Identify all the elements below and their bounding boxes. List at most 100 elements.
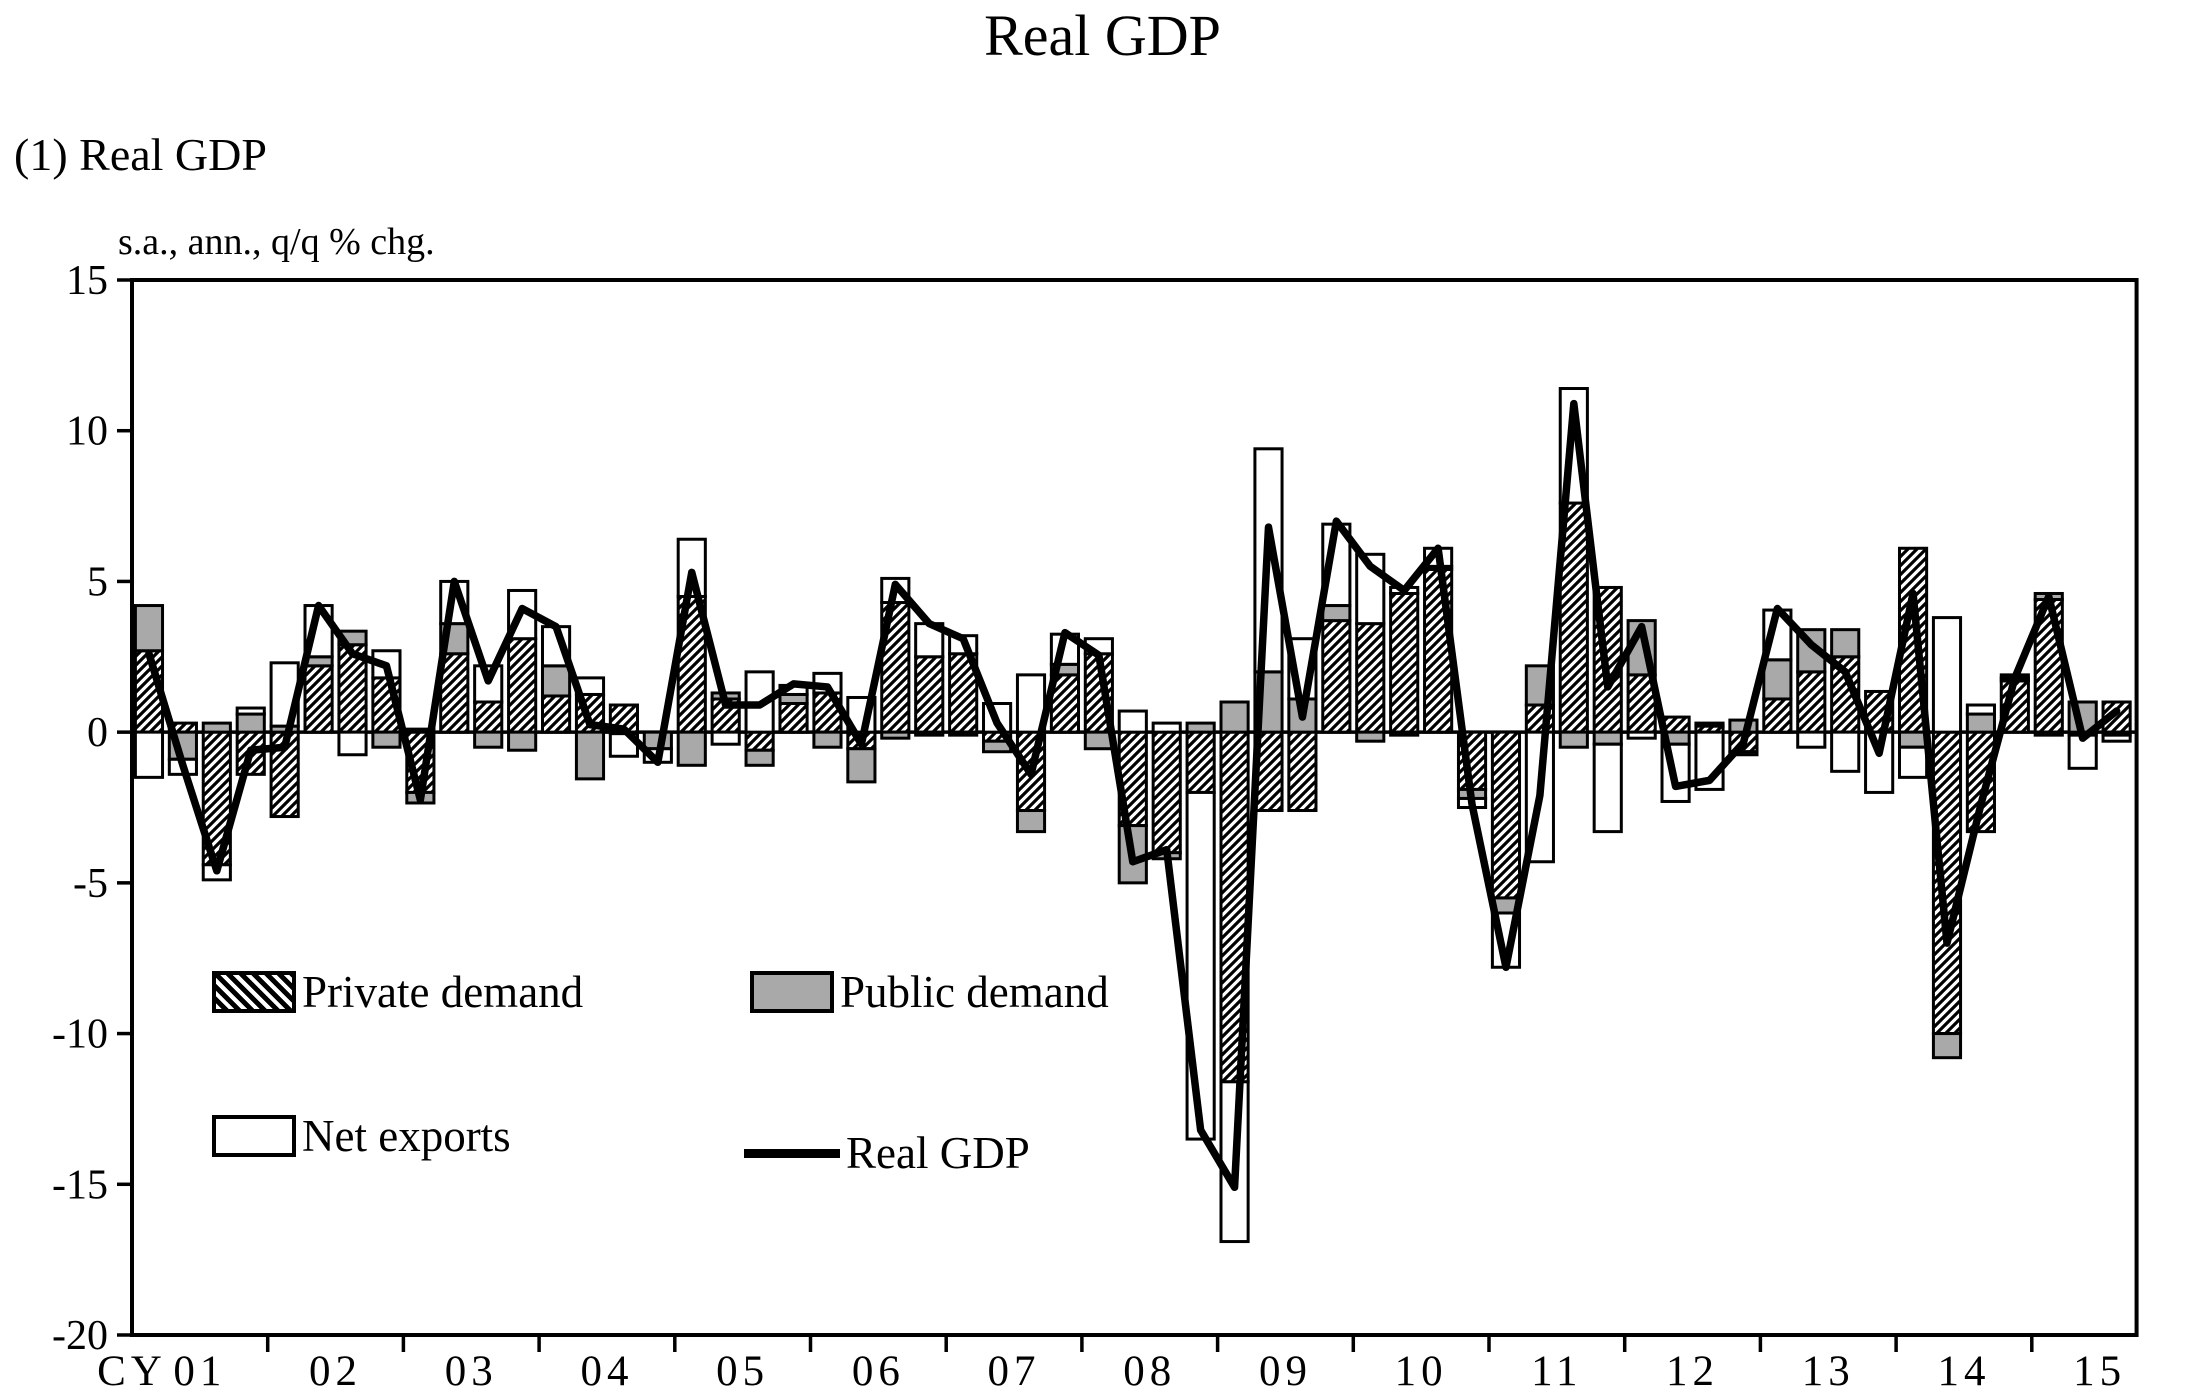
bar-hatched-2010Q2 — [1389, 591, 1420, 734]
public-demand-swatch-icon — [750, 971, 834, 1013]
bar-hatched-2009Q4 — [1321, 619, 1352, 734]
bar-gray-2006Q3 — [880, 730, 911, 740]
x-year-label: 07 — [988, 1348, 1041, 1393]
bar-gray-2001Q1 — [133, 604, 165, 653]
x-year-label: 01 — [173, 1348, 226, 1393]
bar-gray-2003Q4 — [507, 730, 538, 752]
bar-gray-2014Q3 — [1965, 712, 1996, 734]
bar-white-2002Q3 — [337, 730, 368, 757]
y-tick-label: -15 — [52, 1162, 108, 1208]
bar-white-2013Q3 — [1830, 730, 1861, 773]
x-year-label: 09 — [1259, 1348, 1312, 1393]
x-year-label: 08 — [1123, 1348, 1176, 1393]
bar-white-2012Q1 — [1626, 730, 1657, 740]
bar-white-2010Q1 — [1355, 552, 1386, 626]
bar-gray-2007Q3 — [1015, 809, 1047, 834]
y-tick-label: 5 — [87, 559, 108, 605]
bar-gray-2012Q3 — [1694, 721, 1725, 728]
x-year-label: 14 — [1937, 1348, 1990, 1393]
bar-gray-2006Q4 — [914, 730, 945, 737]
bar-gray-2013Q1 — [1762, 658, 1793, 701]
bar-hatched-2010Q3 — [1423, 567, 1454, 734]
x-axis-cy-label: CY — [97, 1348, 167, 1393]
bar-gray-2011Q4 — [1592, 730, 1623, 746]
bar-white-2014Q1 — [1897, 745, 1929, 779]
x-year-label: 02 — [309, 1348, 362, 1393]
x-year-label: 06 — [852, 1348, 905, 1393]
y-tick-label: -5 — [73, 861, 108, 907]
bar-white-2013Q2 — [1796, 730, 1827, 749]
x-year-label: 04 — [580, 1348, 633, 1393]
bar-white-2001Q1 — [133, 730, 165, 779]
real-gdp-line-swatch-icon — [744, 1148, 840, 1158]
bar-white-2008Q4 — [1185, 790, 1216, 1141]
bar-gray-2004Q2 — [574, 730, 606, 781]
y-axis-unit-label: s.a., ann., q/q % chg. — [118, 221, 435, 263]
bar-gray-2006Q2 — [846, 747, 877, 784]
bar-hatched-2004Q1 — [540, 694, 572, 734]
chart-title: Real GDP — [984, 3, 1221, 68]
bar-hatched-2008Q4 — [1185, 730, 1216, 794]
y-tick-label: 15 — [66, 258, 108, 304]
bar-hatched-2005Q3 — [744, 730, 775, 752]
bar-gray-2002Q4 — [371, 730, 402, 749]
x-year-label: 05 — [716, 1348, 769, 1393]
bar-hatched-2009Q3 — [1287, 730, 1318, 813]
legend-item-private-demand: Private demand — [212, 966, 583, 1018]
legend-item-net-exports: Net exports — [212, 1110, 511, 1162]
legend-item-real-gdp-line: Real GDP — [744, 1127, 1030, 1179]
bar-gray-2007Q1 — [948, 730, 979, 737]
bar-white-2015Q1 — [2033, 730, 2064, 737]
x-year-label: 12 — [1666, 1348, 1719, 1393]
bar-gray-2001Q3 — [201, 721, 232, 734]
bar-gray-2010Q2 — [1389, 730, 1420, 737]
bar-white-2011Q4 — [1592, 742, 1623, 834]
chart-subtitle: (1) Real GDP — [14, 129, 267, 180]
y-tick-label: 0 — [87, 710, 108, 756]
bar-white-2008Q3 — [1151, 721, 1182, 734]
bar-white-2014Q2 — [1931, 616, 1963, 734]
x-year-label: 15 — [2073, 1348, 2126, 1393]
bar-hatched-2010Q1 — [1355, 622, 1386, 734]
bar-gray-2009Q1 — [1219, 700, 1250, 734]
x-year-label: 13 — [1802, 1348, 1855, 1393]
real-gdp-line-path — [145, 399, 2121, 1192]
bar-gray-2003Q3 — [473, 730, 504, 749]
bar-gray-2011Q3 — [1558, 730, 1589, 749]
x-year-label: 03 — [445, 1348, 498, 1393]
bar-hatched-2002Q2 — [303, 664, 334, 734]
x-year-label: 10 — [1395, 1348, 1448, 1393]
legend-label-private-demand: Private demand — [302, 967, 584, 1017]
bar-gray-2014Q1 — [1897, 730, 1929, 749]
bar-gray-2013Q3 — [1830, 628, 1861, 659]
y-tick-label: 10 — [66, 409, 108, 455]
bar-white-2005Q2 — [710, 730, 741, 746]
bar-white-2014Q3 — [1965, 703, 1996, 716]
bar-gray-2009Q4 — [1321, 604, 1352, 623]
bar-white-2015Q3 — [2101, 733, 2132, 743]
bar-hatched-2003Q3 — [473, 700, 504, 734]
private-demand-swatch-icon — [212, 971, 296, 1013]
bar-gray-2008Q4 — [1185, 721, 1216, 734]
x-year-label: 11 — [1531, 1348, 1582, 1393]
legend-item-public-demand: Public demand — [750, 966, 1109, 1018]
legend-label-net-exports: Net exports — [302, 1111, 511, 1161]
bar-gray-2005Q3 — [744, 748, 775, 767]
bar-gray-2004Q1 — [540, 664, 572, 698]
y-tick-label: -10 — [52, 1012, 108, 1058]
y-tick-label: -20 — [52, 1313, 108, 1359]
bar-hatched-2003Q4 — [507, 637, 538, 734]
net-exports-swatch-icon — [212, 1115, 296, 1157]
bar-hatched-2005Q4 — [778, 702, 809, 734]
legend-label-real-gdp: Real GDP — [846, 1128, 1030, 1178]
bar-hatched-2011Q1 — [1490, 730, 1522, 900]
bar-gray-2001Q4 — [235, 712, 266, 734]
real-gdp-line — [145, 399, 2121, 1192]
bar-hatched-2013Q1 — [1762, 697, 1793, 734]
bar-hatched-2006Q4 — [914, 655, 945, 734]
bar-hatched-2013Q2 — [1796, 670, 1827, 734]
bar-white-2001Q4 — [235, 706, 266, 716]
